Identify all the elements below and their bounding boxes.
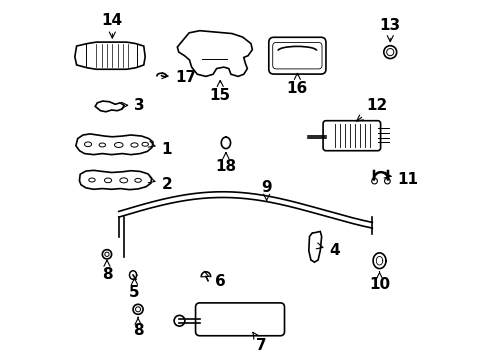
Text: 13: 13 <box>379 18 400 42</box>
Text: 11: 11 <box>383 172 418 187</box>
Text: 14: 14 <box>102 13 122 38</box>
Text: 17: 17 <box>162 70 196 85</box>
Text: 8: 8 <box>102 260 112 282</box>
Text: 6: 6 <box>202 271 225 289</box>
Text: 2: 2 <box>148 177 172 192</box>
Text: 4: 4 <box>316 243 340 258</box>
Text: 9: 9 <box>261 180 271 201</box>
Text: 12: 12 <box>356 98 387 121</box>
Text: 7: 7 <box>252 332 266 353</box>
Text: 1: 1 <box>148 141 172 157</box>
Text: 3: 3 <box>122 98 145 113</box>
Text: 8: 8 <box>132 317 143 338</box>
Text: 5: 5 <box>129 278 140 300</box>
Text: 15: 15 <box>209 80 230 103</box>
Text: 18: 18 <box>215 153 236 174</box>
Text: 16: 16 <box>286 73 307 96</box>
Text: 10: 10 <box>368 271 389 292</box>
